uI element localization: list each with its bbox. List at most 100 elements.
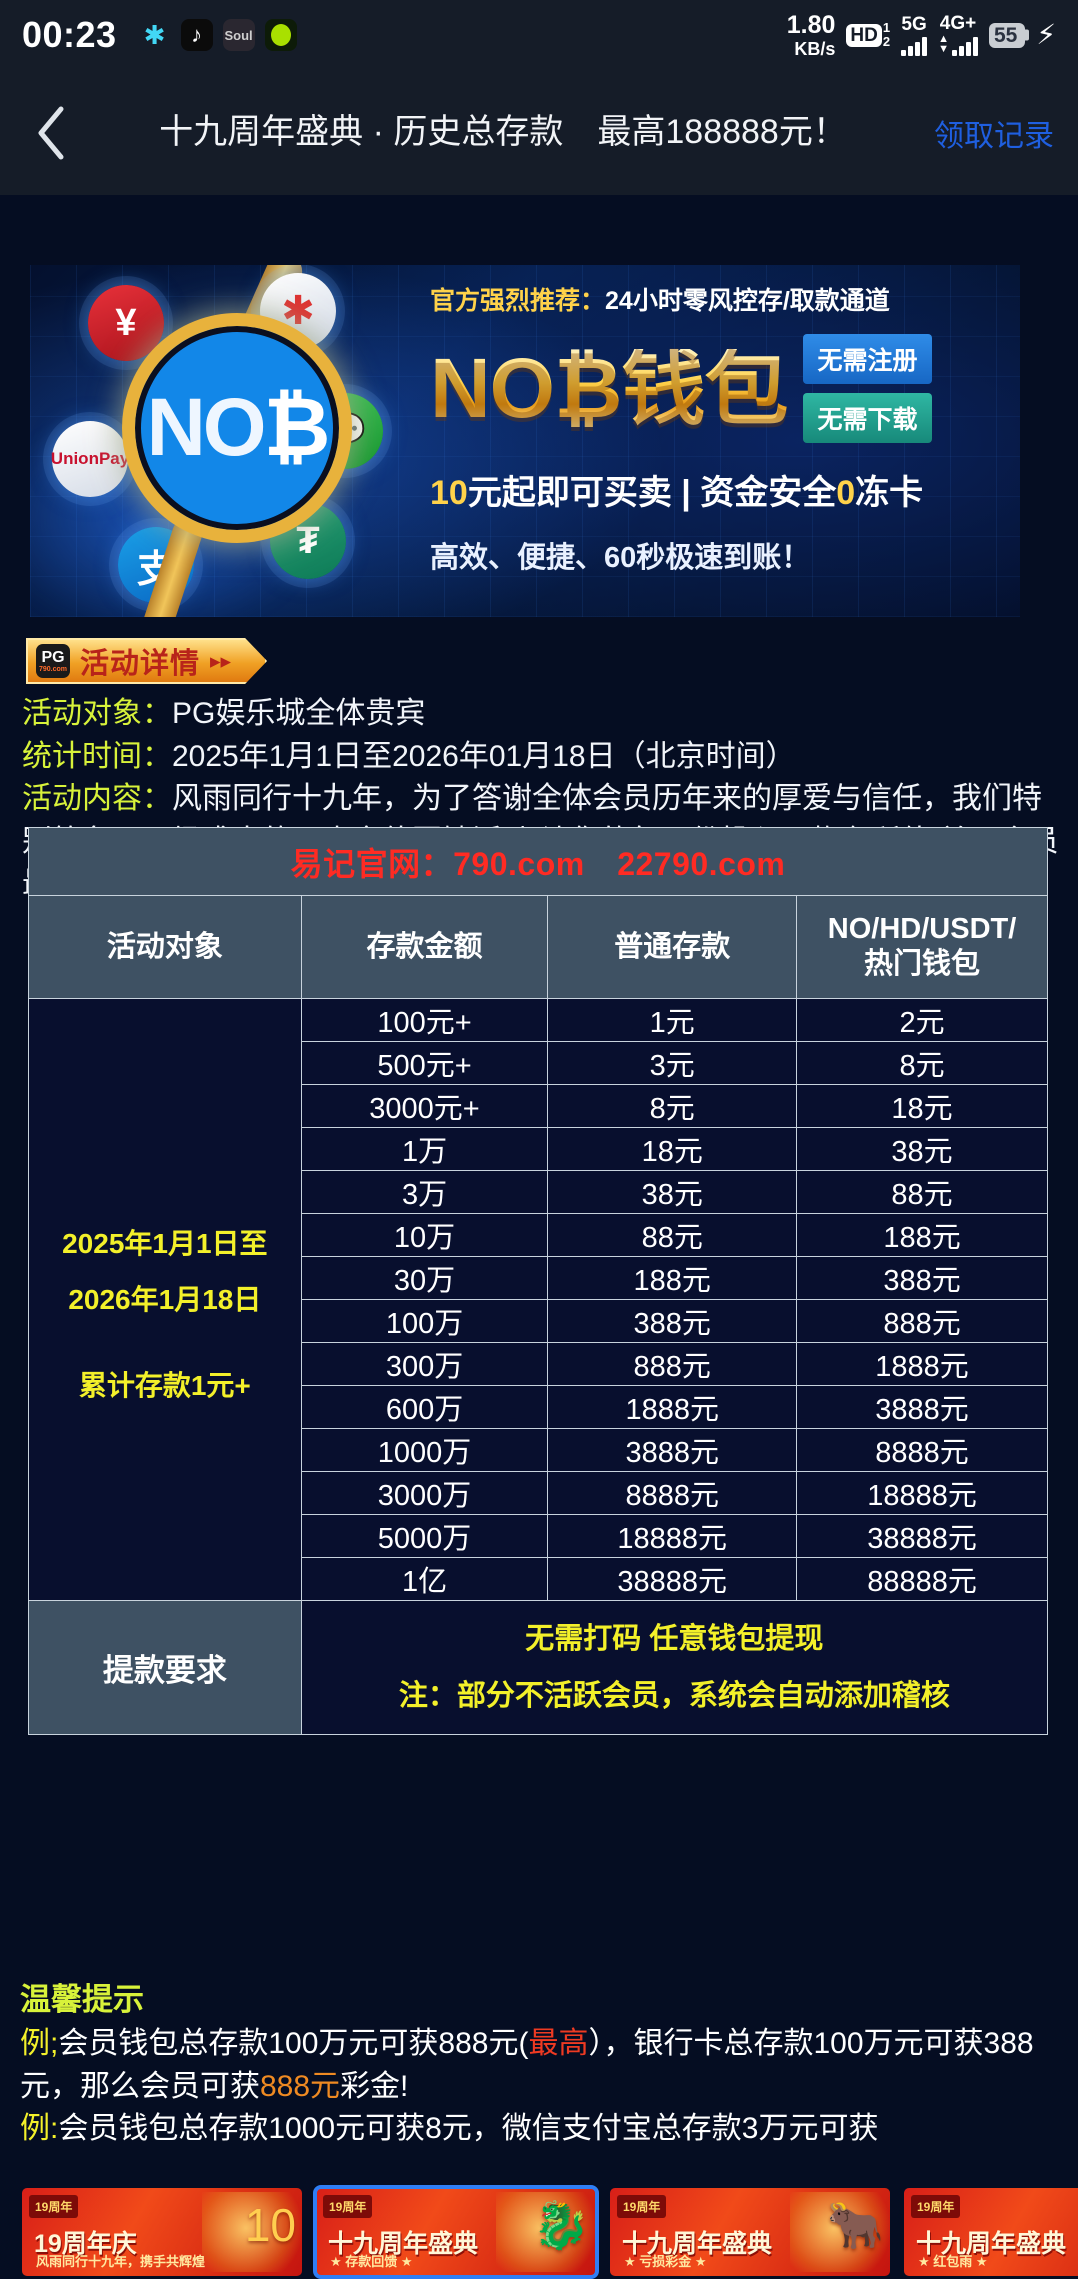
desc-period-label: 统计时间： (22, 739, 172, 773)
col-header-normal: 普通存款 (547, 895, 798, 999)
thumb-corner-badge: 19周年 (617, 2195, 667, 2218)
cell-amount: 1亿 (300, 1557, 549, 1601)
thumb-corner-badge: 19周年 (911, 2195, 961, 2218)
sim1-network-label: 5G (901, 13, 927, 35)
desc-target-line: 活动对象：PG娱乐城全体贵宾 (22, 693, 1062, 736)
cell-amount: 3万 (300, 1170, 549, 1214)
cell-wallet: 88元 (796, 1170, 1048, 1214)
wordmark-no: NO (430, 340, 555, 435)
data-transfer-icon: ▲ ▼ (938, 33, 949, 55)
activity-object-cell: 2025年1月1日至 2026年1月18日 累计存款1元+ (28, 998, 302, 1601)
clock: 00:23 (22, 14, 117, 55)
cell-wallet: 38元 (796, 1127, 1048, 1171)
thumb-title: 十九周年盛典 (916, 2230, 1067, 2258)
cell-amount: 300万 (300, 1342, 549, 1386)
soul-icon: Soul (222, 19, 255, 51)
tips-ex1-label: 例; (20, 2027, 59, 2060)
banner-line3-b: 元起即可买卖 | 资金安全 (467, 474, 837, 512)
thumb-decor-icon: 10 (244, 2199, 296, 2251)
thumb-title: 十九周年盛典 (328, 2230, 479, 2258)
notification-icons: ✱ ♪ Soul (138, 19, 297, 51)
tips-example-2: 例:会员钱包总存款1000元可获8元，微信支付宝总存款3万元可获 (20, 2108, 1064, 2151)
col-header-wallet-line2: 热门钱包 (864, 948, 981, 980)
status-bar: 00:23 ✱ ♪ Soul 1.80 KB/s HD 1 2 5G (0, 0, 1078, 70)
nav-bar: 十九周年盛典 · 历史总存款 最高188888元！ 领取记录 (0, 70, 1078, 195)
desc-target-label: 活动对象： (22, 697, 172, 730)
banner-logo-row: NO ₿ 钱包 无需注册 无需下载 (430, 334, 1008, 443)
sim2-bars: ▲ ▼ (938, 33, 978, 56)
cell-wallet: 18888元 (796, 1471, 1048, 1515)
thumb-decor-icon: 🐉 (532, 2199, 590, 2251)
thumb-subtitle: ★ 存款回馈 ★ (330, 2254, 413, 2269)
page-content: ¥ ✱ 💬 UnionPay 支 ₮ NO ₿ 官方强烈推荐：24小时零风控存/… (0, 195, 1078, 2185)
table-row: 1000万 3888元 8888元 (29, 1428, 1048, 1472)
tips-ex1-a: 会员钱包总存款100万元可获888元( (58, 2027, 529, 2060)
cell-normal: 18元 (547, 1127, 798, 1171)
battery-icon: 55 (988, 22, 1026, 48)
promo-thumbnail-strip[interactable]: 10 19周年 19周年庆 风雨同行十九年，携手共辉煌 🐉 19周年 十九周年盛… (0, 2185, 1078, 2279)
network-speed-unit: KB/s (794, 38, 836, 59)
thumb-subtitle: ★ 红包雨 ★ (918, 2254, 988, 2269)
cell-normal: 1888元 (547, 1385, 798, 1429)
double-chevron-right-icon: ▸▸ (210, 649, 232, 673)
cell-amount: 30万 (300, 1256, 549, 1300)
banner-headline-prefix: 官方强烈推荐： (430, 287, 606, 315)
cell-normal: 388元 (547, 1299, 798, 1343)
cell-wallet: 388元 (796, 1256, 1048, 1300)
tips-ex1-red: 最高 (528, 2027, 589, 2060)
thumb-subtitle: 风雨同行十九年，携手共辉煌 (36, 2254, 206, 2269)
warm-tips-heading: 温馨提示 (20, 1982, 144, 2017)
cell-amount: 100元+ (300, 998, 549, 1042)
table-row: 3000万 8888元 18888元 (29, 1471, 1048, 1515)
hd-sim-2: 2 (882, 34, 891, 49)
table-row: 500元+ 3元 8元 (29, 1041, 1048, 1085)
reward-table-body: 易记官网：790.com 22790.com 活动对象 存款金额 普通存款 NO… (28, 827, 1049, 1736)
cell-amount: 1万 (300, 1127, 549, 1171)
thumbnail-item[interactable]: 10 19周年 19周年庆 风雨同行十九年，携手共辉煌 (22, 2188, 302, 2276)
cell-normal: 888元 (547, 1342, 798, 1386)
claim-record-link[interactable]: 领取记录 (934, 119, 1054, 153)
network-speed-value: 1.80 (786, 10, 836, 39)
activity-detail-label: 活动详情 (80, 648, 201, 680)
cell-normal: 38888元 (547, 1557, 798, 1601)
withdraw-label: 提款要求 (28, 1599, 302, 1736)
tips-example-1: 例;会员钱包总存款100万元可获888元(最高），银行卡总存款100万元可获38… (20, 2023, 1064, 2108)
table-row: 3万 38元 88元 (29, 1170, 1048, 1214)
thumbnail-item[interactable]: 🧧 19周年 十九周年盛典 ★ 红包雨 ★ (904, 2188, 1078, 2276)
sim1-bars (901, 36, 928, 56)
table-row: 5000万 18888元 38888元 (29, 1514, 1048, 1558)
withdraw-line1: 无需打码 任意钱包提现 (525, 1623, 824, 1655)
back-button[interactable] (20, 102, 82, 164)
banner-headline: 官方强烈推荐：24小时零风控存/取款通道 (430, 289, 1008, 314)
tips-ex1-orange: 888元 (260, 2069, 341, 2103)
desc-period-value: 2025年1月1日至2026年01月18日（北京时间） (172, 739, 796, 773)
cell-wallet: 8888元 (796, 1428, 1048, 1472)
banner-line4: 高效、便捷、60秒极速到账！ (430, 542, 811, 574)
tag-no-download: 无需下载 (803, 393, 932, 443)
signal-sim1-icon: 5G (901, 13, 928, 56)
desc-content-label: 活动内容： (22, 782, 172, 816)
cell-wallet: 188元 (796, 1213, 1048, 1257)
cell-wallet: 3888元 (796, 1385, 1048, 1429)
tips-ex1-b: ），银行卡总存款100万元可获388元，那么会员可获 (20, 2027, 1034, 2103)
activity-detail-badge: PG 790.com 活动详情 ▸▸ (26, 638, 267, 684)
green-app-icon (264, 19, 297, 51)
table-row: 30万 188元 388元 (29, 1256, 1048, 1300)
thumbnail-item[interactable]: 🐉 19周年 十九周年盛典 ★ 存款回馈 ★ (313, 2185, 599, 2279)
banner-line3-d: 冻卡 (855, 474, 924, 512)
cell-normal: 188元 (547, 1256, 798, 1300)
tag-no-register: 无需注册 (803, 334, 932, 384)
status-indicators: 1.80 KB/s HD 1 2 5G 4G+ ▲ ▼ (786, 10, 1056, 59)
col-header-object: 活动对象 (28, 895, 302, 999)
thumb-corner-badge: 19周年 (323, 2195, 373, 2218)
banner-line3: 10元起即可买卖 | 资金安全0冻卡 (430, 465, 1008, 514)
cell-amount: 10万 (300, 1213, 549, 1257)
cell-amount: 3000万 (300, 1471, 549, 1515)
thumbnail-item[interactable]: 🐂 19周年 十九周年盛典 ★ 亏损彩金 ★ (610, 2188, 890, 2276)
cell-normal: 38元 (547, 1170, 798, 1214)
cell-wallet: 38888元 (796, 1514, 1048, 1558)
cell-normal: 8元 (547, 1084, 798, 1128)
thumb-corner-badge: 19周年 (29, 2195, 79, 2218)
promo-banner[interactable]: ¥ ✱ 💬 UnionPay 支 ₮ NO ₿ 官方强烈推荐：24小时零风控存/… (30, 265, 1020, 617)
sim2-network-label: 4G+ (939, 13, 977, 35)
